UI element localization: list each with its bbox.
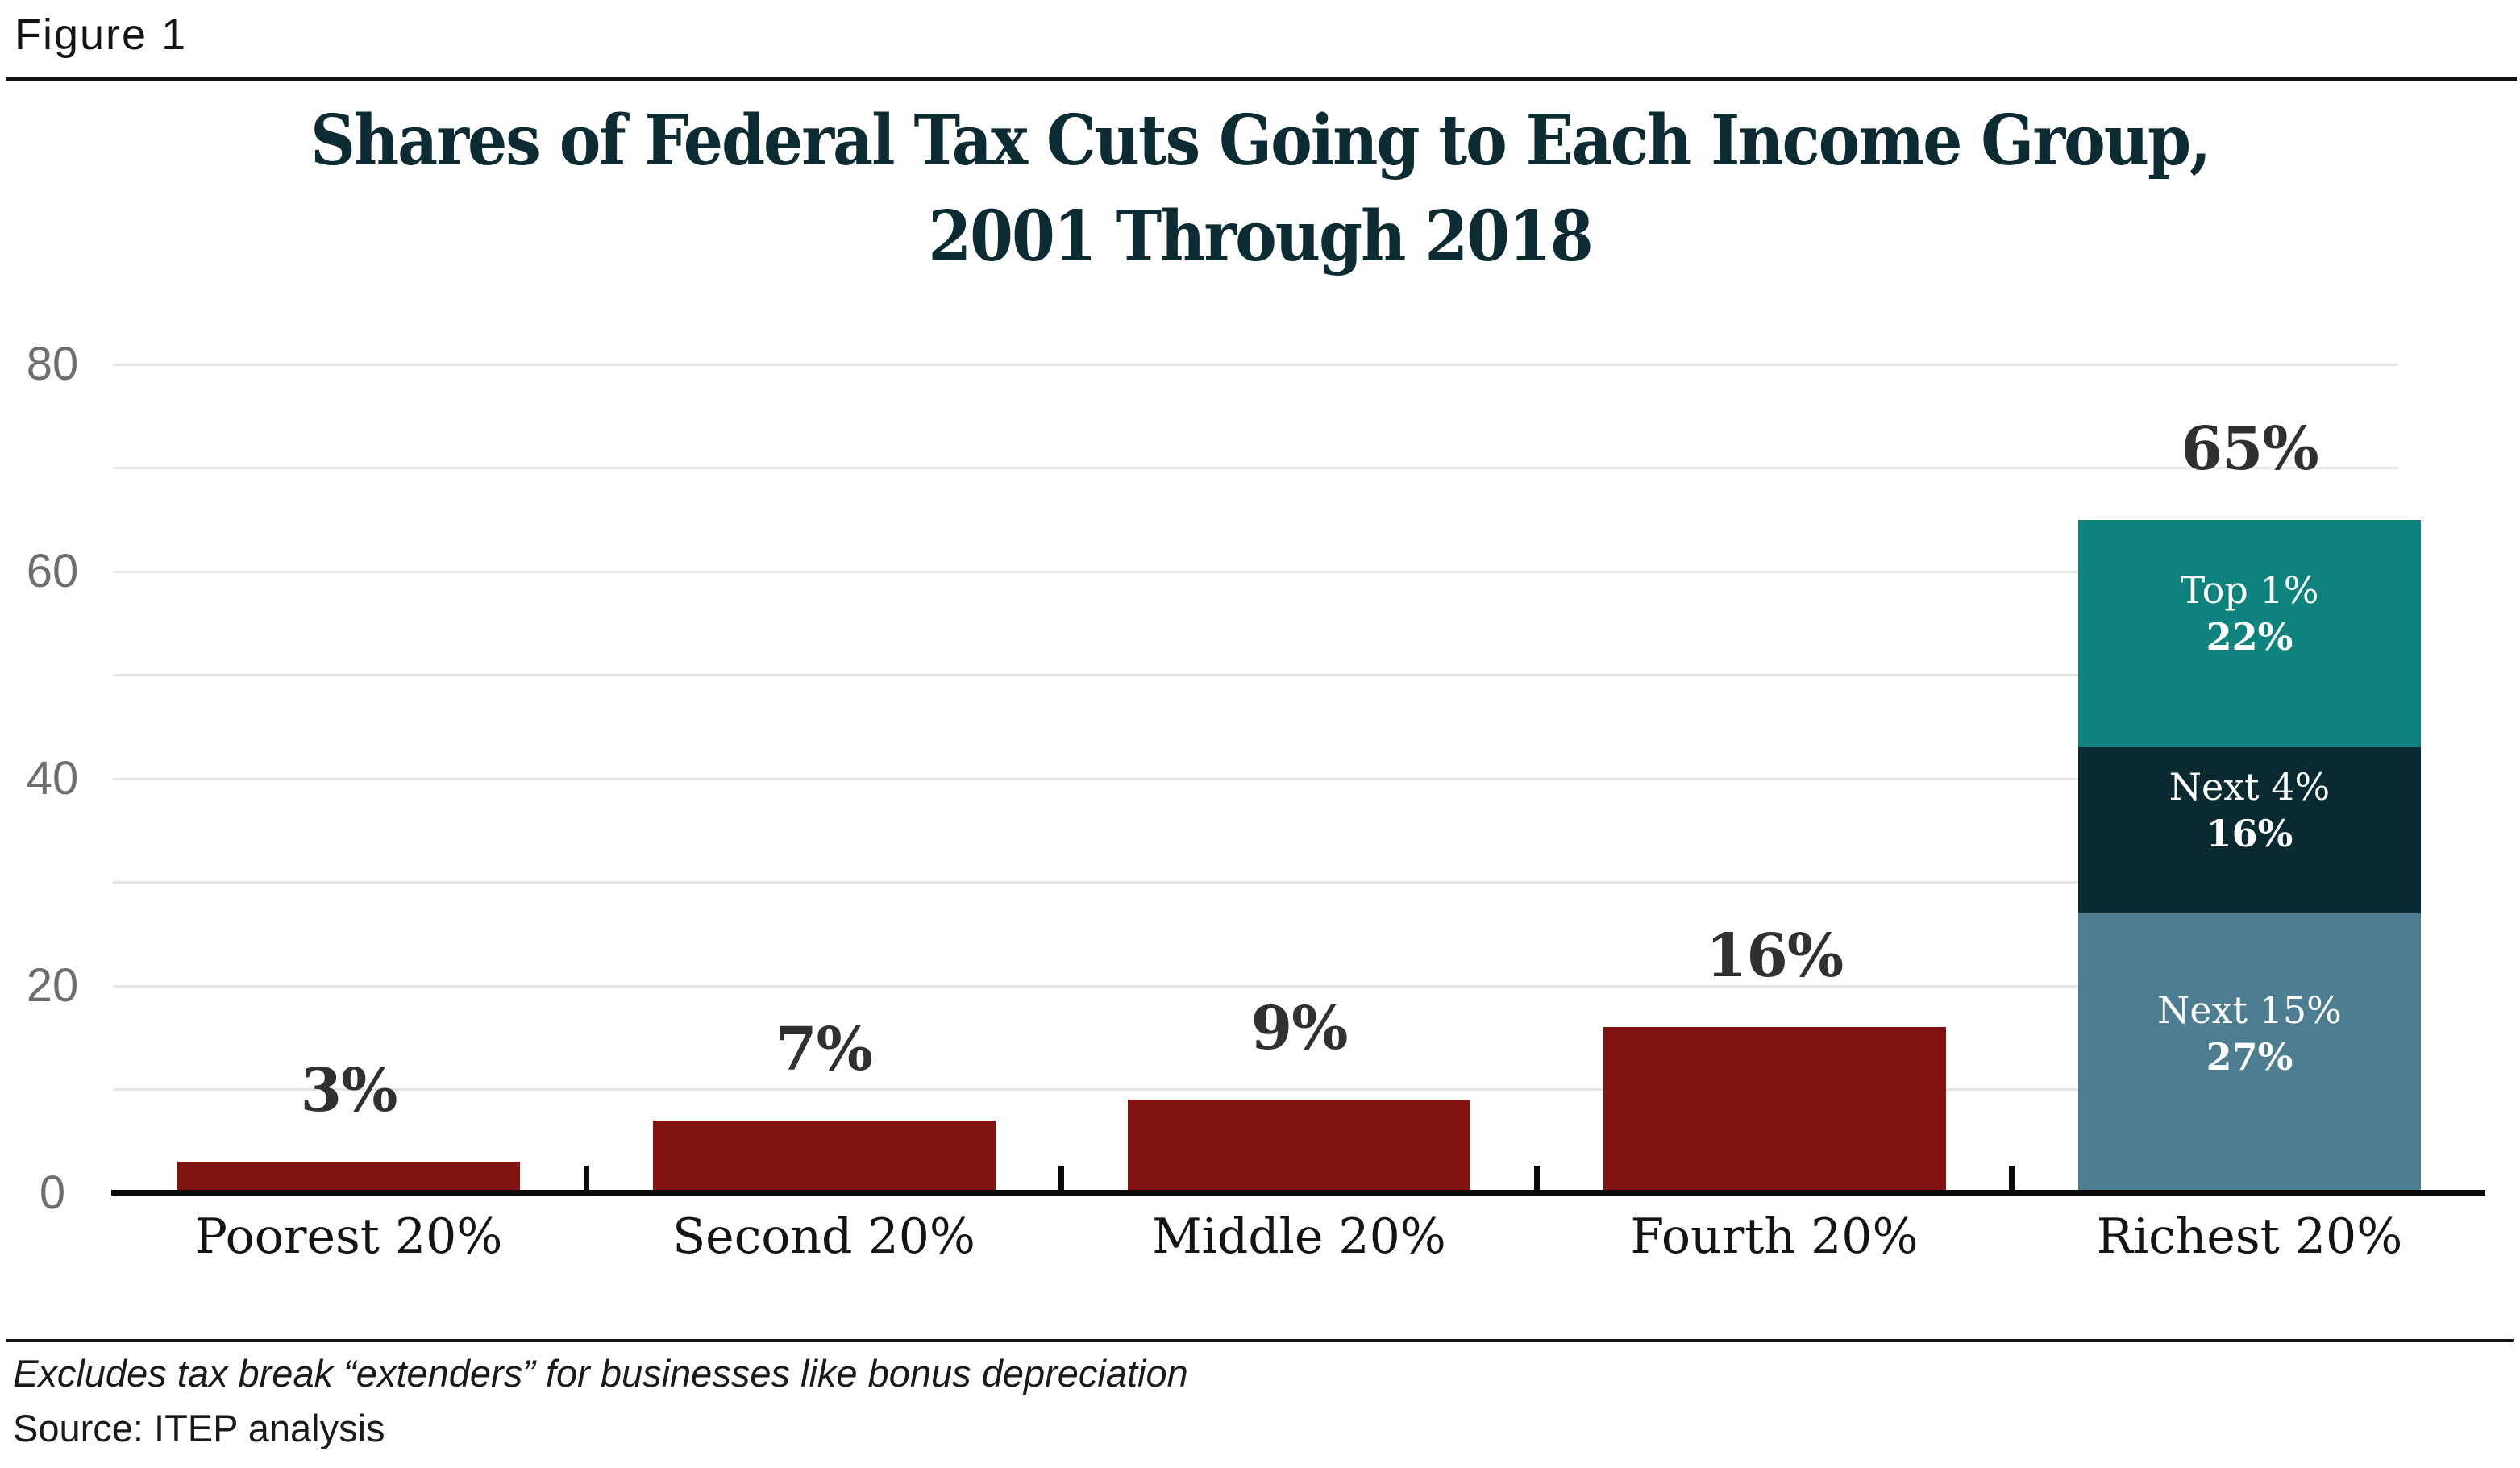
gridline-70 <box>113 467 2398 469</box>
x-axis-label-poorest-20-: Poorest 20% <box>194 1208 503 1265</box>
bar-segment-next-4- <box>2078 747 2421 914</box>
x-axis-label-second-20-: Second 20% <box>672 1208 975 1265</box>
x-axis-label-middle-20-: Middle 20% <box>1152 1208 1446 1265</box>
chart-title-line2: 2001 Through 2018 <box>928 195 1593 277</box>
x-axis-tick-3 <box>1533 1166 1540 1190</box>
bar-poorest-20- <box>177 1162 520 1193</box>
y-axis-label-40: 40 <box>26 752 79 805</box>
bar-fourth-20- <box>1603 1027 1946 1193</box>
footer-rule <box>6 1339 2514 1342</box>
chart-title-line1: Shares of Federal Tax Cuts Going to Each… <box>310 100 2211 181</box>
y-axis-label-0: 0 <box>39 1166 66 1219</box>
gridline-40 <box>113 777 2398 780</box>
bar-segment-next-15- <box>2078 913 2421 1193</box>
y-axis-label-20: 20 <box>26 959 79 1012</box>
segment-value: 27% <box>2206 1034 2293 1079</box>
bar-segment-top-1- <box>2078 519 2421 748</box>
segment-label-next-4-: Next 4% 16% <box>2078 763 2421 857</box>
segment-name: Next 15% <box>2157 988 2342 1032</box>
gridline-10 <box>113 1088 2398 1091</box>
segment-name: Next 4% <box>2169 765 2331 809</box>
gridline-30 <box>113 881 2398 884</box>
x-axis-tick-2 <box>1058 1166 1065 1190</box>
gridline-50 <box>113 674 2398 676</box>
chart-title: Shares of Federal Tax Cuts Going to Each… <box>0 94 2520 285</box>
bar-second-20- <box>652 1121 996 1193</box>
y-axis-label-60: 60 <box>26 545 79 597</box>
value-label-poorest-20-: 3% <box>300 1056 398 1126</box>
header-rule <box>6 77 2517 81</box>
figure-label: Figure 1 <box>15 10 188 59</box>
value-label-richest-20-: 65% <box>2181 414 2318 484</box>
segment-value: 22% <box>2206 615 2293 659</box>
x-axis-label-richest-20-: Richest 20% <box>2096 1208 2403 1265</box>
footnote: Excludes tax break “extenders” for busin… <box>13 1352 1188 1395</box>
x-axis-tick-1 <box>583 1166 589 1190</box>
value-label-second-20-: 7% <box>776 1015 873 1085</box>
x-axis-tick-4 <box>2009 1166 2015 1190</box>
y-axis-label-80: 80 <box>26 338 79 390</box>
segment-label-top-1-: Top 1% 22% <box>2078 567 2421 660</box>
value-label-fourth-20-: 16% <box>1705 921 1844 992</box>
segment-label-next-15-: Next 15% 27% <box>2078 987 2421 1080</box>
x-axis-label-fourth-20-: Fourth 20% <box>1630 1208 1919 1265</box>
gridline-20 <box>113 984 2398 988</box>
segment-value: 16% <box>2206 812 2293 856</box>
value-label-middle-20-: 9% <box>1250 994 1349 1064</box>
segment-name: Top 1% <box>2180 568 2319 613</box>
source-line: Source: ITEP analysis <box>13 1407 385 1449</box>
x-axis-line <box>111 1190 2485 1196</box>
bar-middle-20- <box>1128 1100 1470 1193</box>
gridline-60 <box>113 570 2398 573</box>
gridline-80 <box>113 363 2398 366</box>
